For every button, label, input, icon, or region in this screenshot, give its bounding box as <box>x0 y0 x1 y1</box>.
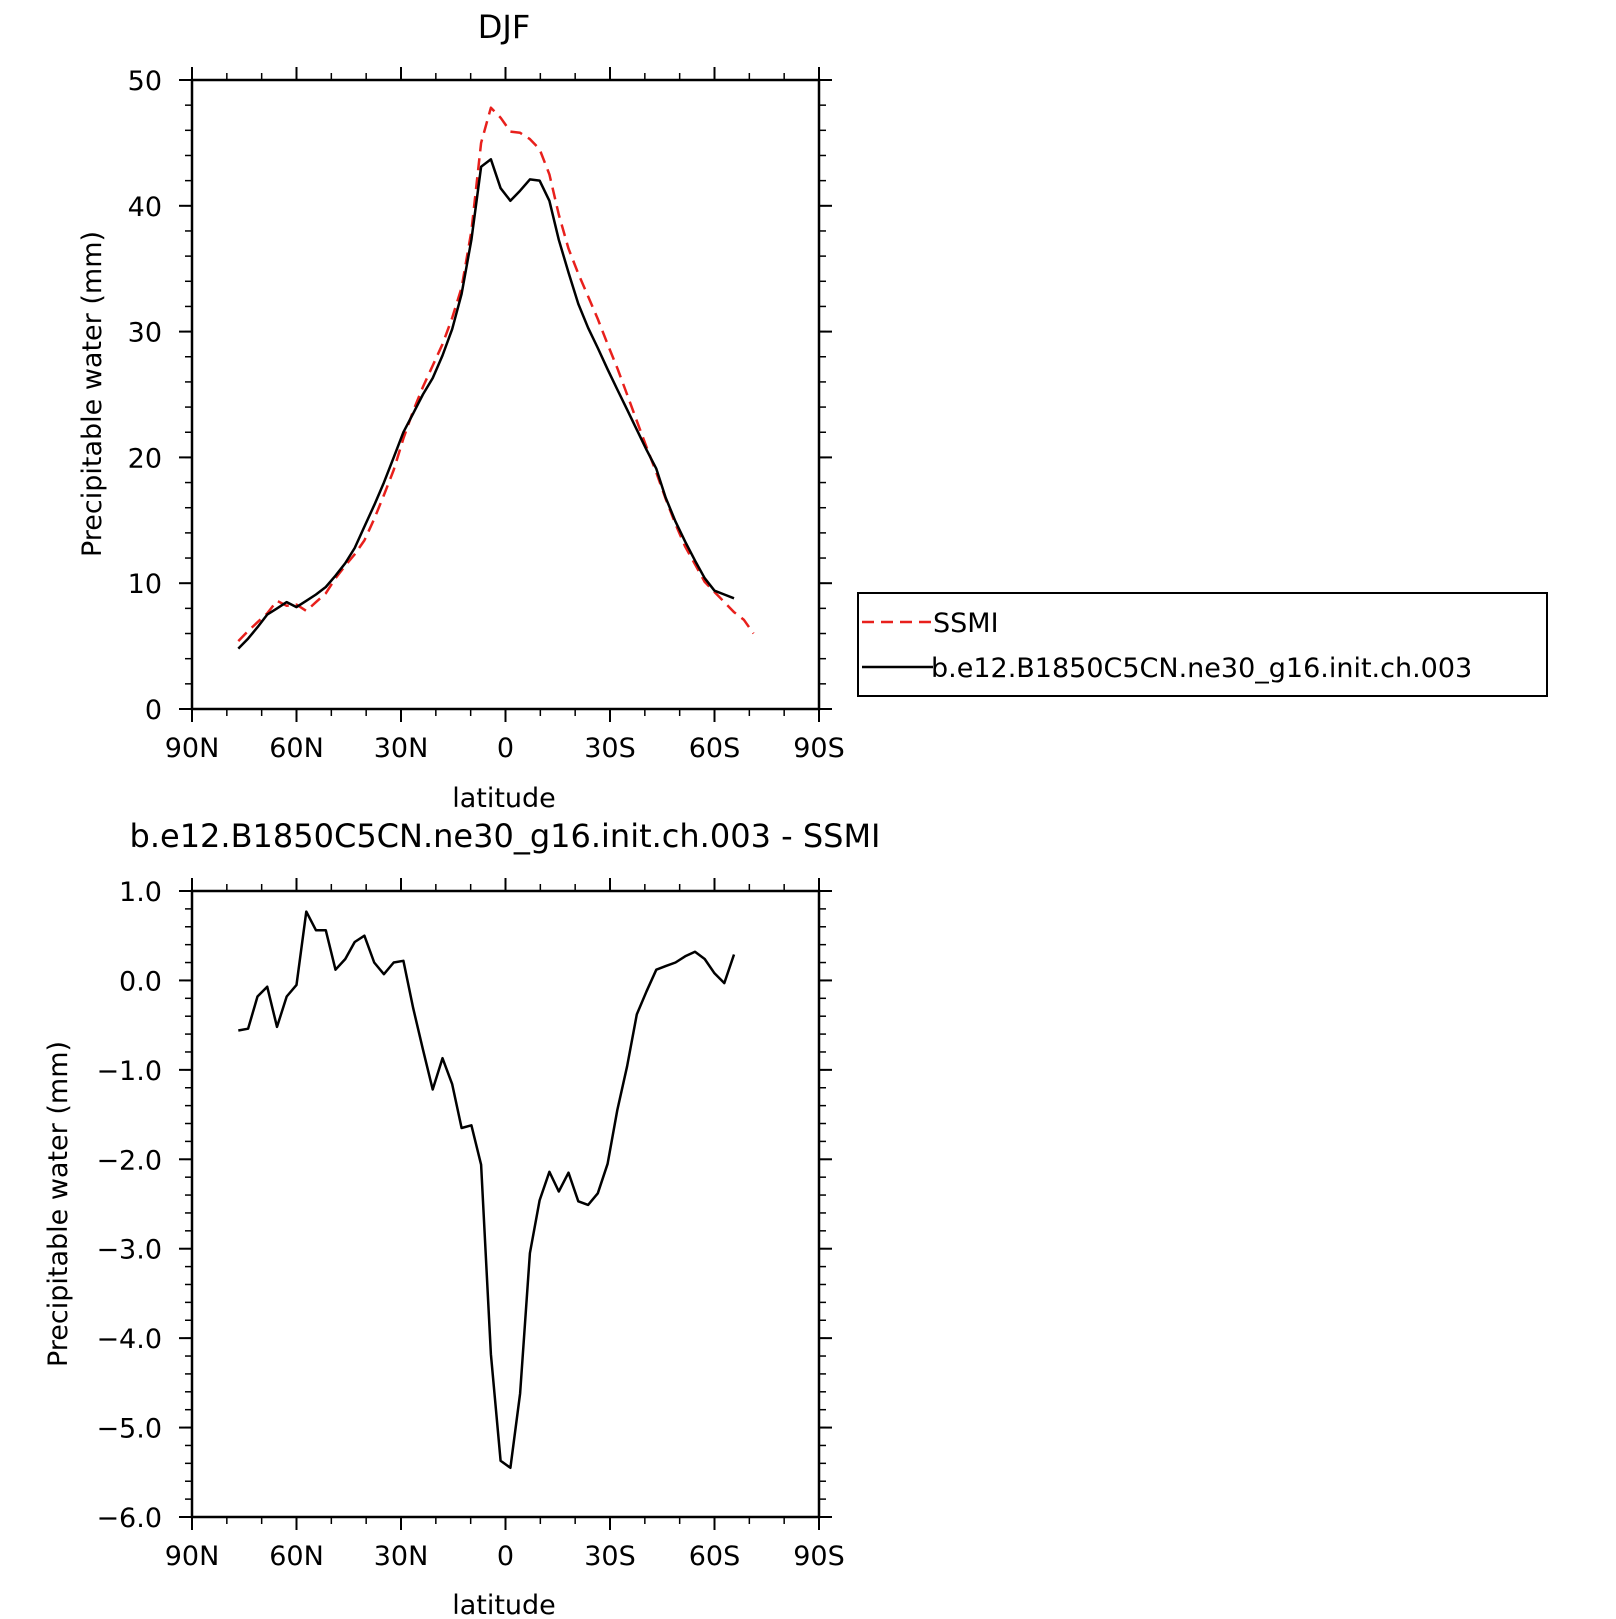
x-tick-label: 90N <box>165 1541 220 1572</box>
x-tick-label: 0 <box>497 733 514 764</box>
chart-title: DJF <box>478 8 530 46</box>
legend-label-model: b.e12.B1850C5CN.ne30_g16.init.ch.003 <box>931 653 1472 684</box>
y-tick-label: 50 <box>128 66 162 97</box>
y-tick-label: −5.0 <box>96 1414 162 1445</box>
chart-title-difference: b.e12.B1850C5CN.ne30_g16.init.ch.003 - S… <box>130 817 881 855</box>
legend-label-ssmi: SSMI <box>933 608 999 639</box>
series-line-b-e12-b1850c5cn-ne30-g16-init-ch-003 <box>237 158 735 650</box>
panel-difference: b.e12.B1850C5CN.ne30_g16.init.ch.003 - S… <box>43 817 880 1619</box>
plot-frame <box>190 889 821 1519</box>
y-tick-label: −2.0 <box>96 1145 162 1176</box>
y-tick-label: 20 <box>128 443 162 474</box>
x-tick-label: 60N <box>269 733 324 764</box>
y-tick-label: −3.0 <box>96 1235 162 1266</box>
x-tick-label: 90S <box>793 1541 845 1572</box>
y-tick-label: −1.0 <box>96 1056 162 1087</box>
x-tick-label: 30S <box>584 733 636 764</box>
series-lines <box>237 106 755 650</box>
x-tick-label: 90S <box>793 733 845 764</box>
panel-djf: DJF 90N 60N 30N 0 30S 60S 90S 0 10 20 30 40 50 latit… <box>77 8 1548 814</box>
series-line-ssmi <box>237 106 755 642</box>
y-tick-label: 30 <box>128 318 162 349</box>
axis-ticks: 90N 60N 30N 0 30S 60S 90S 1.0 0.0 −1.0 −2.0 −3.0 −4.… <box>96 877 844 1572</box>
y-tick-label: 0 <box>145 695 162 726</box>
plot-frame <box>190 78 821 711</box>
x-axis-label: latitude <box>452 1590 556 1619</box>
x-tick-label: 30N <box>374 733 429 764</box>
y-tick-label: 40 <box>128 192 162 223</box>
y-axis-label: Precipitable water (mm) <box>43 1041 74 1367</box>
series-line-difference-0 <box>238 910 736 1470</box>
y-tick-label: 1.0 <box>119 877 162 908</box>
x-tick-label: 30N <box>374 1541 429 1572</box>
x-tick-label: 30S <box>584 1541 636 1572</box>
legend: SSMI b.e12.B1850C5CN.ne30_g16.init.ch.00… <box>857 592 1548 697</box>
x-tick-label: 0 <box>497 1541 514 1572</box>
y-axis-label: Precipitable water (mm) <box>77 231 108 557</box>
x-tick-label: 90N <box>165 733 220 764</box>
x-tick-label: 60S <box>689 733 741 764</box>
y-tick-label: 10 <box>128 569 162 600</box>
x-tick-label: 60N <box>269 1541 324 1572</box>
y-tick-label: −6.0 <box>96 1503 162 1534</box>
axis-ticks: 90N 60N 30N 0 30S 60S 90S 0 10 20 30 40 50 <box>128 66 845 764</box>
x-tick-label: 60S <box>689 1541 741 1572</box>
y-tick-label: 0.0 <box>119 966 162 997</box>
series-lines <box>238 910 736 1470</box>
legend-box <box>857 592 1548 697</box>
x-axis-label: latitude <box>452 783 556 814</box>
y-tick-label: −4.0 <box>96 1324 162 1355</box>
